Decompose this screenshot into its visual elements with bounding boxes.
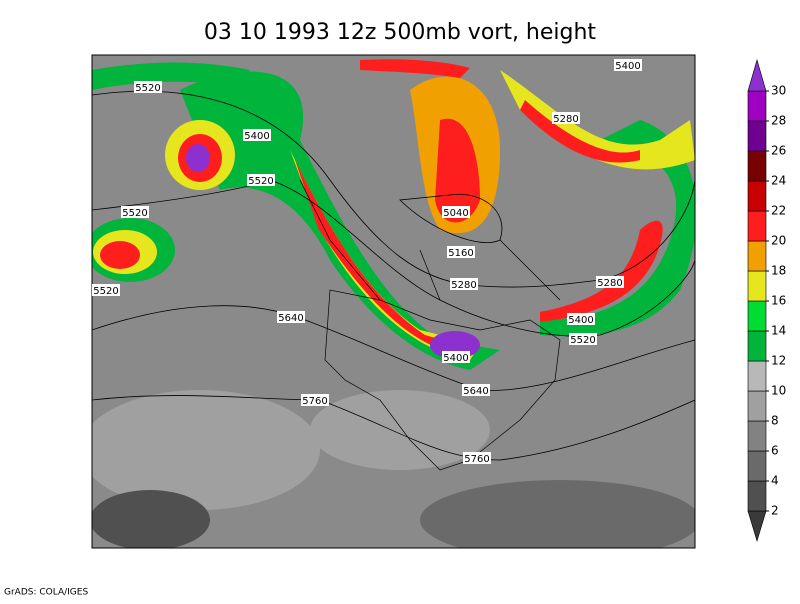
contour-label-box: [567, 313, 595, 325]
contour-label-box: [442, 206, 470, 218]
colorbar-segment: [747, 360, 767, 392]
contour-label-box: [552, 112, 580, 124]
contour-label-box: [134, 81, 162, 93]
contour-label: 5520: [93, 286, 118, 297]
contour-label: 5640: [278, 313, 303, 324]
colorbar-tick-label: 22: [771, 204, 786, 218]
contour-label: 5760: [464, 454, 489, 465]
contour-label: 5280: [553, 114, 578, 125]
contour-label: 5400: [443, 353, 468, 364]
colorbar-segment: [747, 210, 767, 242]
colorbar-segment: [747, 120, 767, 152]
colorbar-tick-label: 6: [771, 444, 779, 458]
contour-label: 5640: [463, 386, 488, 397]
colorbar-tick-label: 2: [771, 504, 779, 518]
colorbar-segment: [747, 90, 767, 122]
colorbar-segment: [747, 300, 767, 332]
contour-label-box: [247, 174, 275, 186]
colorbar-tick-label: 24: [771, 174, 786, 188]
colorbar-tick-label: 12: [771, 354, 786, 368]
title: 03 10 1993 12z 500mb vort, height: [204, 20, 597, 45]
contour-label-box: [442, 351, 470, 363]
colorbar-tick-label: 10: [771, 384, 786, 398]
contour-label: 5280: [597, 278, 622, 289]
colorbar-segment: [747, 270, 767, 302]
colorbar-tick-label: 14: [771, 324, 786, 338]
colorbar-tick-label: 18: [771, 264, 786, 278]
colorbar-arrow-low: [747, 510, 767, 543]
colorbar-segment: [747, 420, 767, 452]
contour-label-box: [121, 206, 149, 218]
colorbar-segment: [747, 330, 767, 362]
map: [91, 54, 696, 549]
colorbar-segment: [747, 390, 767, 422]
contour-label-box: [596, 276, 624, 288]
contour-label: 5400: [568, 315, 593, 326]
contour-label-box: [463, 452, 491, 464]
contour-label: 5400: [244, 131, 269, 142]
contour-label-box: [92, 284, 120, 296]
contour-label-box: [450, 278, 478, 290]
colorbar-arrow-high: [747, 58, 767, 92]
contour-label-box: [243, 129, 271, 141]
colorbar-tick-label: 30: [771, 84, 786, 98]
colorbar-tick-label: 28: [771, 114, 786, 128]
contour-label: 5040: [443, 208, 468, 219]
colorbar-tick-label: 4: [771, 474, 779, 488]
contour-label: 5400: [615, 61, 640, 72]
contour-label: 5520: [135, 83, 160, 94]
colorbar-segment: [747, 480, 767, 512]
colorbar-segment: [747, 240, 767, 272]
colorbar-tick-label: 26: [771, 144, 786, 158]
contour-label-box: [277, 311, 305, 323]
contour-label-box: [301, 394, 329, 406]
colorbar-segment: [747, 180, 767, 212]
colorbar-tick-label: 20: [771, 234, 786, 248]
contour-label: 5280: [451, 280, 476, 291]
contour-label-box: [614, 59, 642, 71]
colorbar-segment: [747, 450, 767, 482]
colorbar-tick-label: 8: [771, 414, 779, 428]
contour-label-box: [569, 333, 597, 345]
colorbar-segment: [747, 150, 767, 182]
colorbar-tick-label: 16: [771, 294, 786, 308]
contour-label: 5520: [248, 176, 273, 187]
contour-label-box: [462, 384, 490, 396]
credit: GrADS: COLA/IGES: [4, 588, 88, 598]
contour-label: 5520: [122, 208, 147, 219]
contour-label: 5760: [302, 396, 327, 407]
contour-label: 5520: [570, 335, 595, 346]
contour-label: 5160: [448, 248, 473, 259]
contour-label-box: [447, 246, 475, 258]
